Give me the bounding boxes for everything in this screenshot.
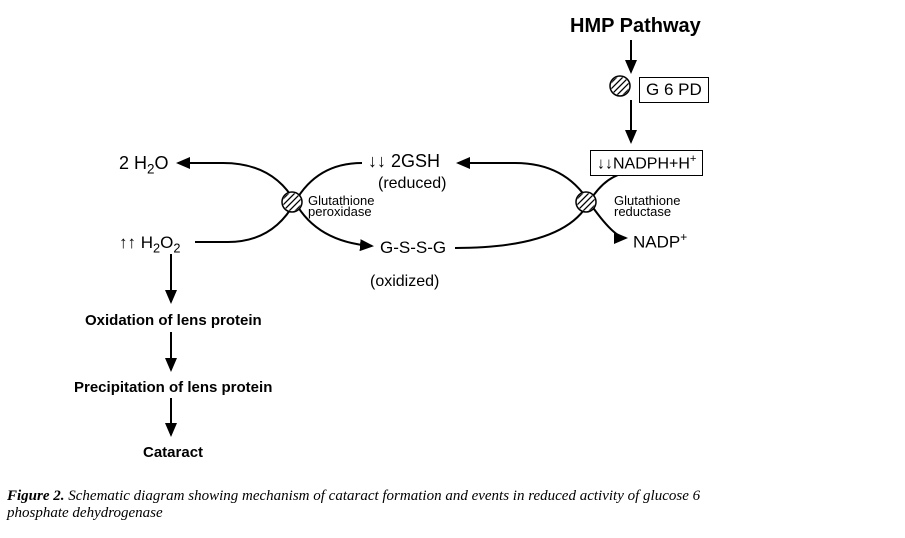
label-gsh: ↓↓ 2GSH bbox=[368, 151, 440, 172]
label-cataract: Cataract bbox=[143, 444, 203, 461]
label-nadph: ↓↓NADPH+H+ bbox=[590, 150, 703, 176]
caption-text-2: phosphate dehydrogenase bbox=[7, 505, 163, 521]
label-oxidized: (oxidized) bbox=[370, 273, 439, 291]
label-glut_perox2: peroxidase bbox=[308, 204, 372, 219]
label-h2o: 2 H2O bbox=[119, 153, 169, 177]
reaction-curve bbox=[458, 163, 589, 202]
reaction-curve bbox=[178, 163, 295, 202]
inhibitor-icon bbox=[575, 191, 597, 213]
label-g6pd: G 6 PD bbox=[639, 77, 709, 103]
label-reduced: (reduced) bbox=[378, 175, 446, 193]
label-precipitation: Precipitation of lens protein bbox=[74, 379, 272, 396]
reaction-curve bbox=[455, 202, 589, 248]
inhibitor-icon bbox=[281, 191, 303, 213]
diagram-canvas bbox=[0, 0, 905, 538]
caption-text-1: Schematic diagram showing mechanism of c… bbox=[65, 488, 701, 504]
label-glut_red2: reductase bbox=[614, 204, 671, 219]
label-h2o2: ↑↑ H2O2 bbox=[119, 233, 180, 255]
label-gssg: G-S-S-G bbox=[380, 238, 446, 258]
caption-label: Figure 2. bbox=[7, 488, 65, 504]
figure-caption: Figure 2. Schematic diagram showing mech… bbox=[7, 488, 887, 522]
hmp-pathway-title: HMP Pathway bbox=[570, 15, 701, 38]
label-nadp: NADP+ bbox=[633, 230, 687, 253]
inhibitor-icon bbox=[609, 75, 631, 97]
label-oxidation: Oxidation of lens protein bbox=[85, 312, 262, 329]
